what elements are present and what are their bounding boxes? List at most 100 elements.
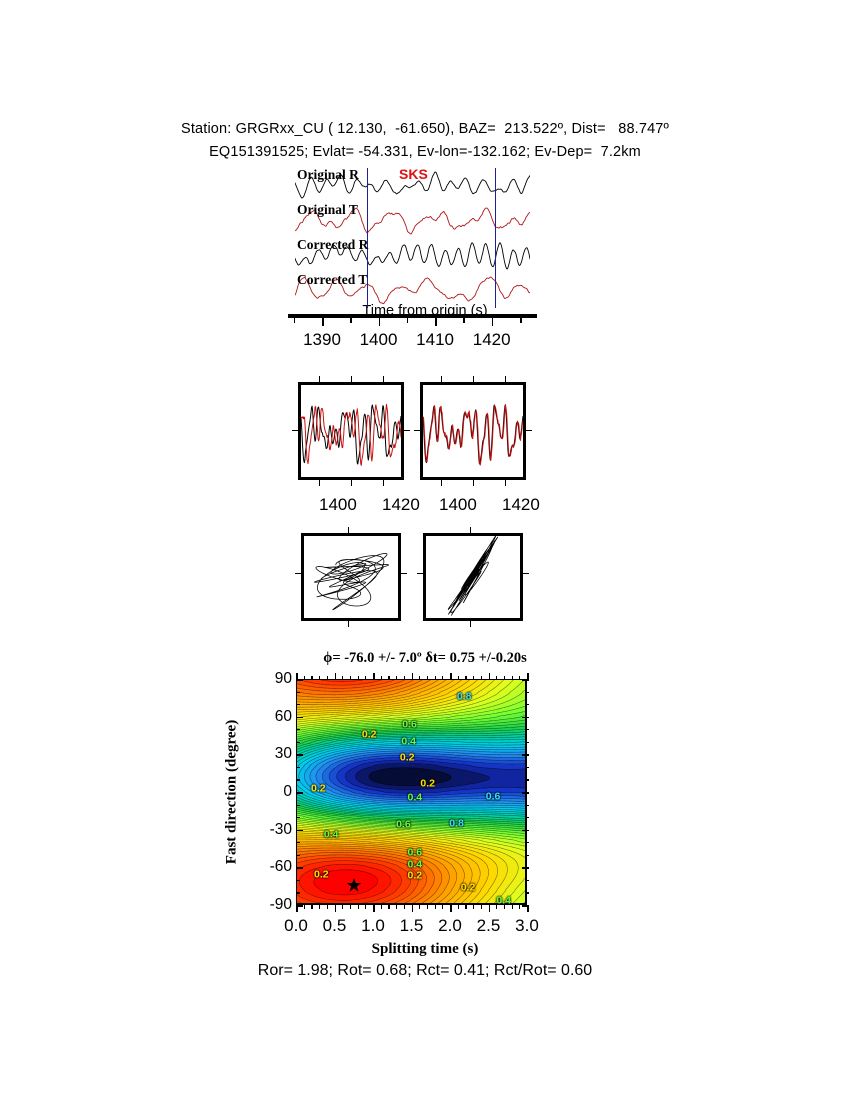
contour-x-tick	[527, 673, 529, 680]
contour-x-minor-tick	[442, 676, 444, 680]
contour-y-minor-tick	[525, 842, 529, 844]
contour-level-label: 0.4	[323, 828, 339, 841]
overlay-axis-tick	[473, 480, 475, 486]
contour-x-tick-label: 0.5	[322, 916, 347, 935]
trace-label-original-r: Original R	[297, 167, 359, 182]
contour-x-minor-tick	[357, 905, 359, 909]
contour-level-label: 0.4	[407, 858, 423, 871]
particle-motion-axis-tick	[470, 620, 472, 627]
phase-window-start-marker	[367, 168, 369, 308]
contour-level-label: 0.2	[407, 869, 423, 882]
contour-y-axis-ticks-right	[519, 679, 529, 907]
contour-x-minor-tick	[349, 676, 352, 680]
contour-y-minor-tick	[525, 741, 529, 743]
contour-y-minor-tick	[296, 892, 300, 894]
contour-x-minor-tick	[396, 676, 398, 680]
contour-y-tick-label: 60	[274, 707, 292, 725]
contour-x-tick	[488, 905, 490, 912]
trace-label-corrected-t: Corrected T	[297, 272, 368, 287]
trace-original-t: Original T	[295, 203, 530, 238]
contour-x-tick-label: 1.0	[361, 916, 385, 935]
contour-x-tick-label: 0.0	[284, 916, 308, 935]
particle-motion-axis-tick	[348, 527, 350, 534]
quality-metrics-footer: Ror= 1.98; Rot= 0.68; Rct= 0.41; Rct/Rot…	[257, 962, 593, 979]
contour-x-minor-tick	[388, 905, 390, 909]
overlay-axis-tick	[319, 376, 321, 382]
contour-x-minor-tick	[396, 905, 398, 909]
contour-y-minor-tick	[296, 879, 300, 882]
contour-level-label: 0.2	[460, 881, 476, 894]
particle-motion-axis-tick	[522, 573, 529, 575]
trace-original-r: Original R	[295, 168, 530, 203]
time-axis-tick	[491, 318, 494, 326]
contour-x-axis-ticks-bottom	[296, 905, 529, 914]
contour-x-minor-tick	[457, 905, 459, 909]
contour-y-minor-tick	[296, 766, 300, 769]
contour-y-minor-tick	[525, 817, 529, 819]
contour-x-tick-label: 1.5	[399, 916, 424, 935]
contour-x-minor-tick	[465, 676, 467, 680]
contour-y-tick	[296, 867, 303, 869]
overlay-tick-label: 1420	[502, 495, 540, 514]
contour-x-axis-tick-labels: 0.0 0.5 1.0 1.5 2.0 2.5 3.0	[284, 916, 539, 938]
trace-curve-corrected-r	[295, 242, 530, 270]
time-axis-tick	[520, 318, 522, 323]
contour-x-minor-tick	[380, 676, 382, 680]
contour-x-minor-tick	[503, 905, 506, 909]
trace-curve-original-r	[295, 171, 530, 199]
contour-y-minor-tick	[525, 729, 529, 731]
contour-y-minor-tick	[296, 729, 300, 731]
contour-y-axis-ticks-left	[296, 679, 306, 907]
header-line-station: Station: GRGRxx_CU ( 12.130, -61.650), B…	[181, 121, 669, 137]
contour-y-minor-tick	[525, 704, 529, 706]
contour-level-label: 0.6	[407, 846, 423, 859]
time-axis-line	[288, 314, 537, 326]
contour-x-minor-tick	[496, 905, 498, 909]
contour-x-minor-tick	[426, 676, 429, 680]
time-axis-tick-label: 1420	[472, 330, 511, 349]
contour-x-tick-label: 3.0	[515, 916, 539, 935]
overlay-axis-tick	[403, 430, 410, 432]
contour-x-axis-title: Splitting time (s)	[371, 941, 479, 957]
contour-x-tick-label: 2.0	[438, 916, 462, 935]
contour-y-tick-label: 30	[274, 745, 292, 763]
contour-level-label: 0.2	[399, 751, 415, 764]
contour-x-minor-tick	[426, 905, 429, 909]
phase-window-end-marker	[495, 168, 497, 308]
contour-y-tick	[296, 792, 303, 794]
waveform-overlay-panel-corrected	[414, 376, 532, 486]
contour-y-tick-label: -90	[269, 896, 292, 913]
contour-x-minor-tick	[480, 676, 482, 680]
contour-x-minor-tick	[303, 676, 305, 680]
contour-lines	[297, 680, 525, 903]
contour-x-minor-tick	[434, 905, 436, 909]
contour-y-tick	[522, 829, 529, 832]
contour-y-minor-tick	[296, 741, 300, 743]
contour-x-tick	[334, 673, 336, 680]
time-axis-tick	[406, 318, 409, 323]
contour-y-tick	[522, 792, 529, 794]
contour-y-minor-tick	[525, 804, 529, 806]
overlay-waveforms-corrected	[423, 403, 523, 466]
contour-y-minor-tick	[296, 817, 300, 819]
contour-level-label: 0.2	[310, 782, 326, 795]
figure-header: Station: GRGRxx_CU ( 12.130, -61.650), B…	[0, 118, 850, 164]
contour-x-minor-tick	[319, 905, 321, 909]
contour-y-tick	[522, 754, 529, 756]
contour-y-minor-tick	[525, 691, 529, 693]
contour-x-minor-tick	[342, 676, 344, 680]
particle-motion-axis-tick	[417, 573, 424, 575]
time-axis-tick-label: 1390	[303, 330, 341, 349]
contour-x-minor-tick	[319, 676, 321, 680]
trace-corrected-t: Corrected T	[295, 273, 530, 308]
contour-level-label: 0.8	[456, 690, 472, 703]
contour-y-tick	[296, 905, 303, 907]
particle-motion-axis-tick	[295, 573, 302, 575]
contour-y-minor-tick	[296, 804, 300, 806]
time-axis-bar	[288, 314, 537, 318]
contour-y-minor-tick	[296, 854, 300, 856]
overlay-axis-tick	[441, 480, 443, 486]
sks-phase-label: SKS	[399, 166, 428, 182]
contour-x-tick-label: 2.5	[476, 916, 501, 935]
contour-level-label: 0.4	[496, 894, 511, 905]
